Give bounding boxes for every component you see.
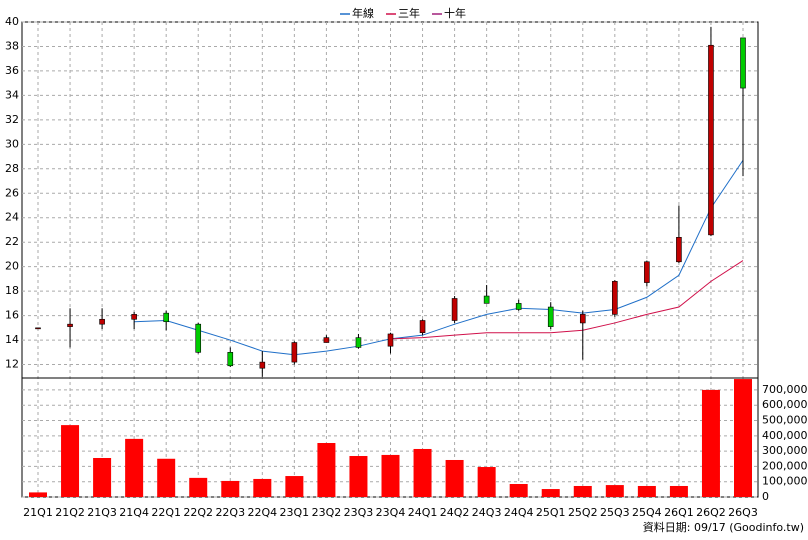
y-tick-label: 40 [5, 15, 19, 28]
candle-body [259, 361, 266, 369]
x-tick-label: 23Q4 [376, 506, 406, 519]
candle-body [227, 352, 234, 367]
y-tick-label: 36 [5, 64, 19, 77]
volume-bar [93, 457, 112, 497]
candle-body [195, 323, 202, 353]
candle-body [676, 237, 682, 263]
volume-bar [605, 485, 624, 497]
x-tick-label: 21Q4 [119, 506, 149, 519]
y2-tick-label: 700,000 [762, 383, 808, 396]
x-tick-label: 21Q1 [23, 506, 53, 519]
candle-body [131, 314, 137, 320]
volume-bar [541, 489, 560, 497]
volume-bar [29, 492, 47, 497]
candle-body [67, 323, 73, 327]
legend-label: 三年 [398, 6, 420, 20]
y2-tick-label: 200,000 [762, 459, 808, 472]
volume-bar [477, 467, 496, 497]
volume-bar [573, 485, 592, 497]
volume-bar [61, 425, 80, 497]
y-tick-label: 26 [5, 186, 19, 199]
volume-bar [285, 476, 304, 497]
candle-body [644, 261, 650, 283]
y2-tick-label: 600,000 [762, 398, 808, 411]
y-tick-label: 16 [5, 309, 19, 322]
y-tick-label: 12 [5, 358, 19, 371]
y2-tick-label: 0 [762, 490, 769, 503]
volume-bar [221, 480, 240, 497]
candle-body [740, 37, 746, 89]
x-tick-label: 24Q1 [408, 506, 438, 519]
ma-line [134, 159, 744, 356]
candle-body [355, 337, 362, 348]
candle-body [483, 295, 490, 304]
y-tick-label: 38 [5, 39, 19, 52]
candle-body [515, 303, 522, 310]
candle-body [291, 342, 298, 363]
x-tick-label: 24Q2 [440, 506, 470, 519]
y-tick-label: 28 [5, 162, 19, 175]
legend-label: 年線 [352, 6, 374, 20]
legend-label: 十年 [444, 6, 466, 20]
candle-body [708, 44, 714, 236]
x-tick-label: 25Q4 [632, 506, 662, 519]
x-tick-label: 25Q1 [536, 506, 566, 519]
candle-body [451, 298, 458, 321]
x-tick-label: 26Q3 [728, 506, 758, 519]
candle-body [323, 337, 330, 343]
candle-body [387, 333, 394, 347]
ma-line [390, 260, 744, 340]
volume-bar [349, 456, 368, 497]
x-tick-label: 22Q2 [183, 506, 213, 519]
x-tick-label: 21Q3 [87, 506, 117, 519]
volume-bar [253, 478, 272, 497]
x-tick-label: 26Q2 [696, 506, 726, 519]
y-tick-label: 20 [5, 260, 19, 273]
volume-bar [637, 485, 656, 497]
x-tick-label: 22Q3 [215, 506, 245, 519]
candle-body [579, 314, 586, 324]
candle-body [163, 312, 169, 323]
y-tick-label: 34 [5, 88, 19, 101]
y-tick-label: 22 [5, 235, 19, 248]
y2-tick-label: 400,000 [762, 429, 808, 442]
candle-body [419, 320, 426, 334]
volume-bar [509, 483, 528, 497]
volume-bar [701, 389, 720, 497]
volume-bar [317, 443, 336, 497]
x-tick-label: 23Q2 [312, 506, 342, 519]
volume-bar [413, 448, 432, 497]
y2-tick-label: 500,000 [762, 414, 808, 427]
x-tick-label: 24Q4 [504, 506, 534, 519]
x-tick-label: 23Q3 [344, 506, 374, 519]
x-tick-label: 25Q2 [568, 506, 598, 519]
y-tick-label: 18 [5, 284, 19, 297]
candle-body [99, 318, 105, 325]
volume-bar [445, 459, 464, 497]
y2-tick-label: 300,000 [762, 444, 808, 457]
x-tick-label: 26Q1 [664, 506, 694, 519]
y2-tick-label: 100,000 [762, 475, 808, 488]
volume-bar [381, 454, 400, 497]
x-tick-label: 25Q3 [600, 506, 630, 519]
volume-bar [125, 438, 144, 497]
volume-bar [157, 458, 176, 497]
y-tick-label: 14 [5, 333, 19, 346]
volume-bar [734, 379, 752, 497]
y-tick-label: 24 [5, 211, 19, 224]
x-tick-label: 23Q1 [280, 506, 310, 519]
x-tick-label: 22Q4 [247, 506, 277, 519]
y-tick-label: 30 [5, 137, 19, 150]
x-tick-label: 21Q2 [55, 506, 85, 519]
candle-body [35, 327, 41, 330]
y-tick-label: 32 [5, 113, 19, 126]
footnote: 資料日期: 09/17 (Goodinfo.tw) [643, 520, 804, 534]
candle-body [612, 281, 618, 315]
candle-body [547, 306, 554, 327]
x-tick-label: 22Q1 [151, 506, 181, 519]
volume-bar [189, 477, 208, 497]
volume-bar [669, 485, 688, 497]
x-tick-label: 24Q3 [472, 506, 502, 519]
